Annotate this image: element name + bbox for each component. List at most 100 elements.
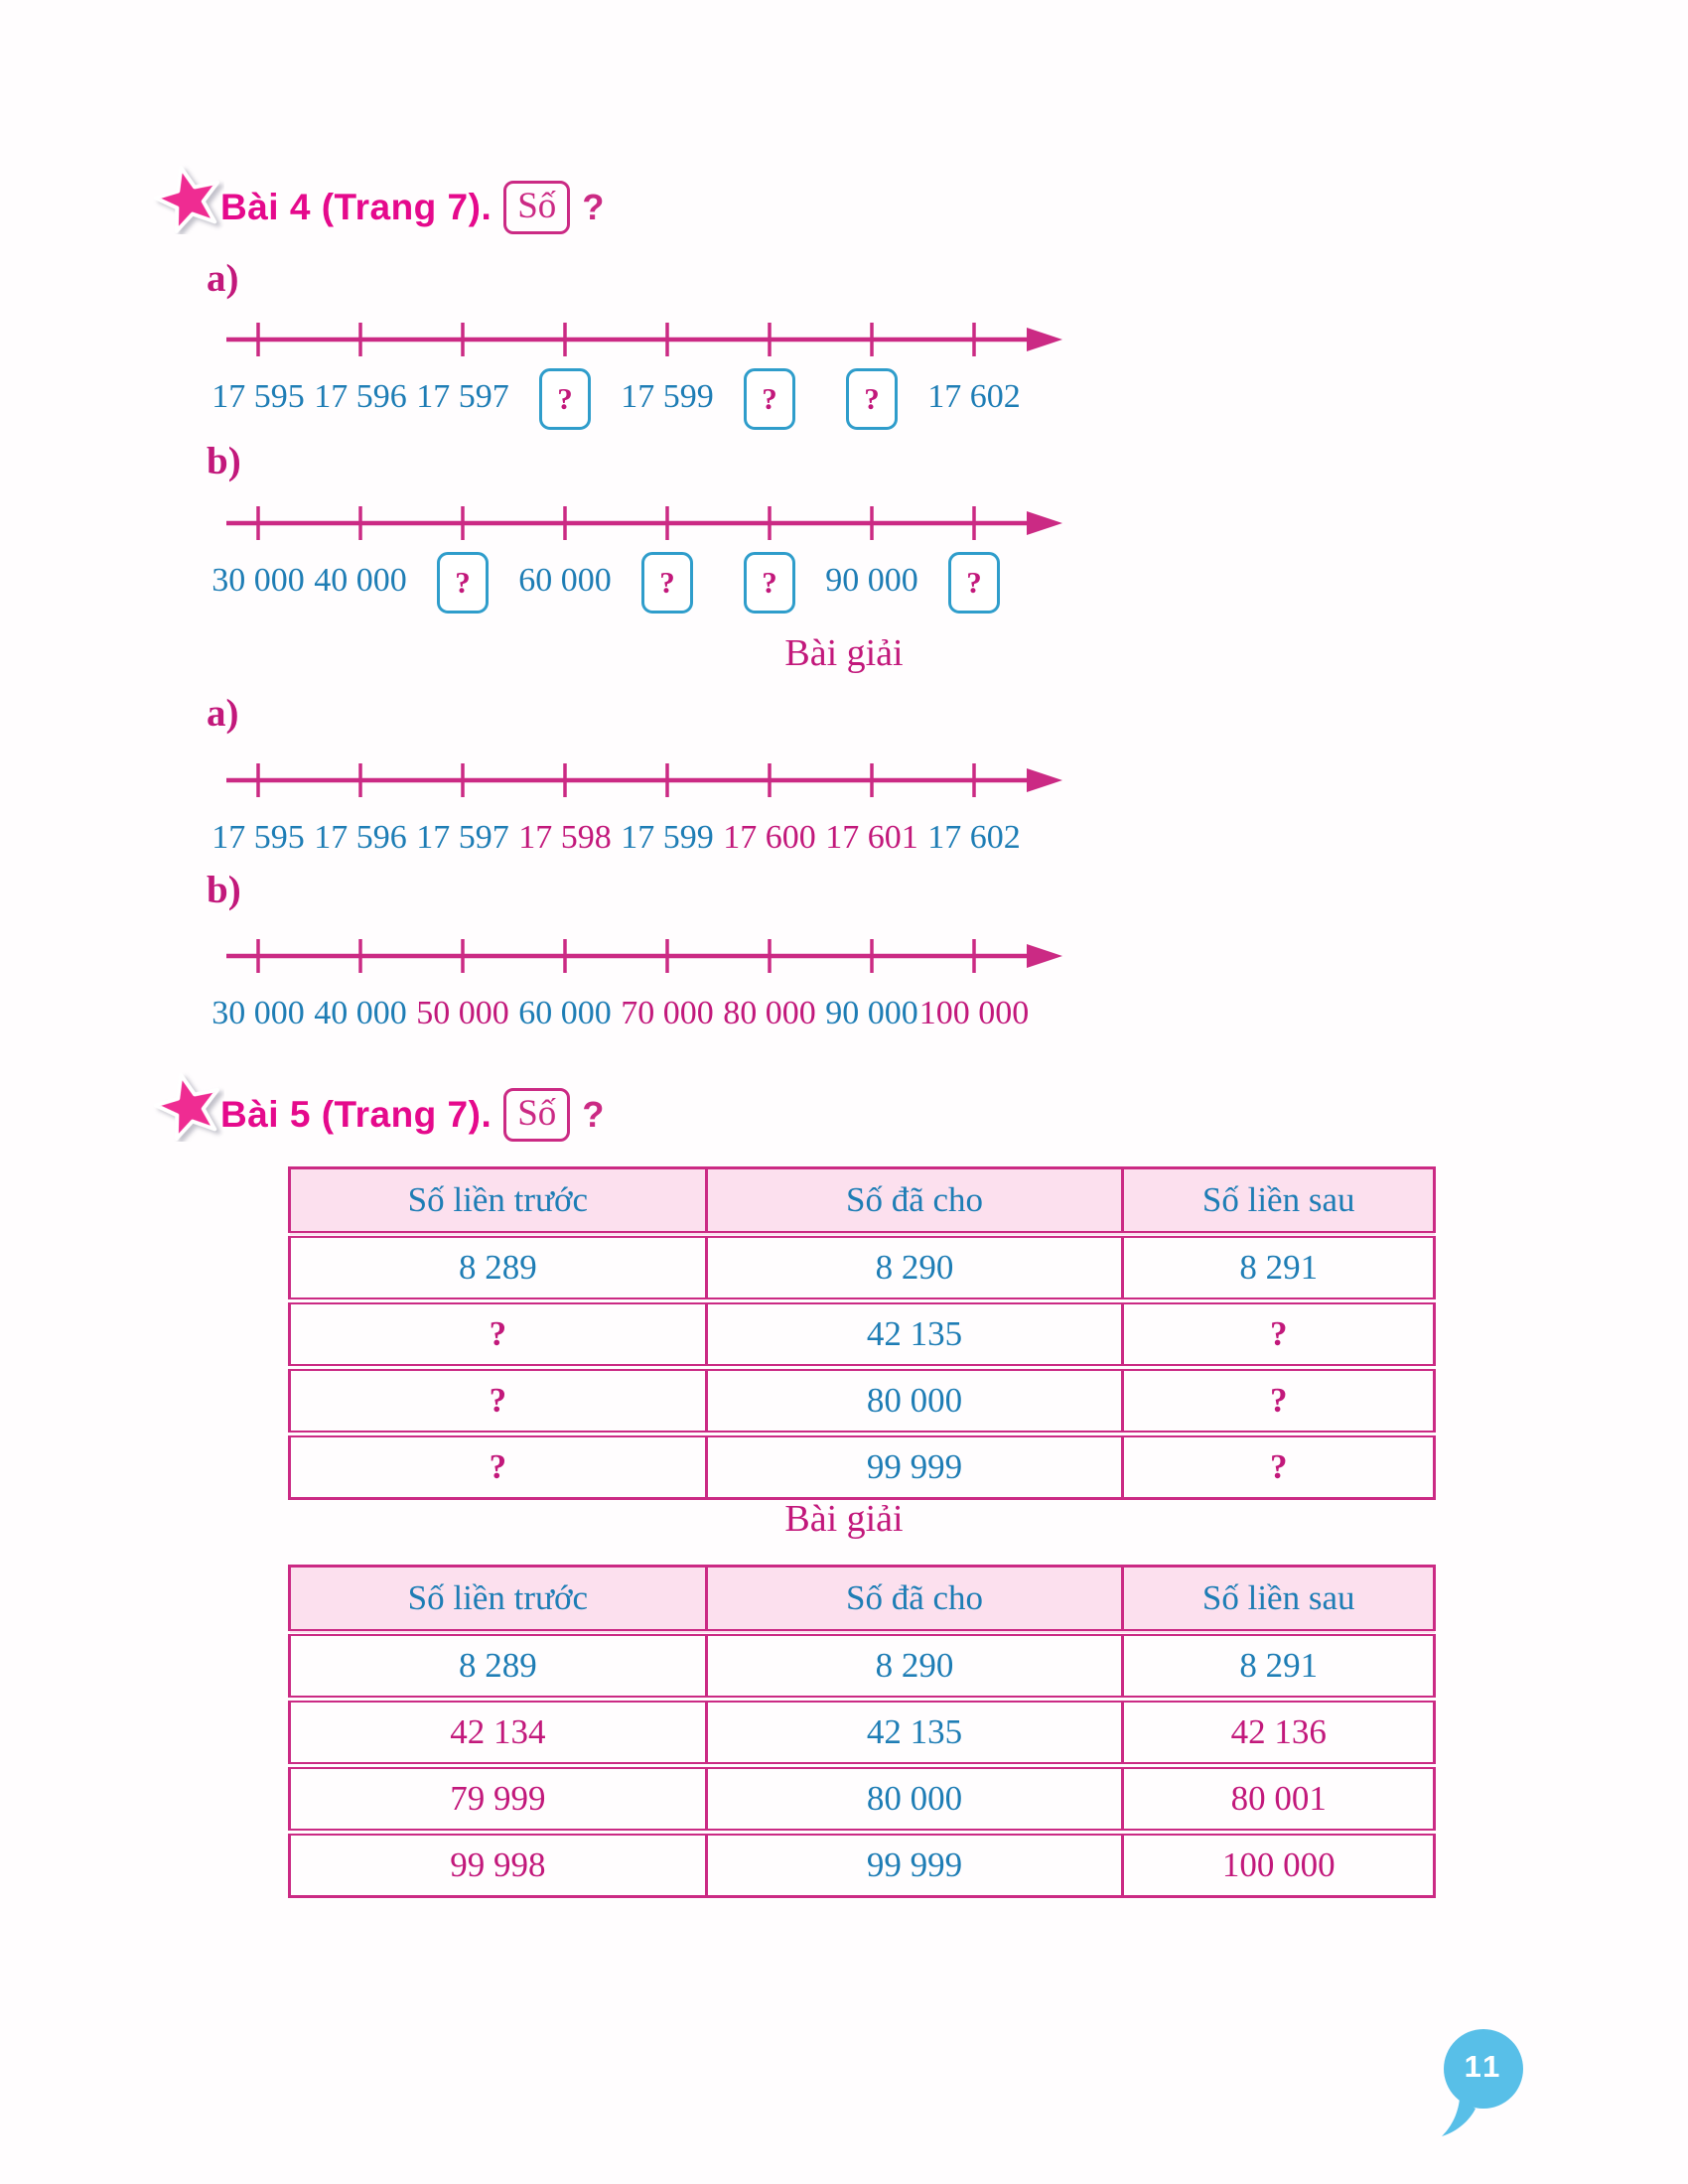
table-row: ? 80 000? xyxy=(288,1364,1436,1434)
solution-heading: Bài giải xyxy=(784,1498,904,1540)
table-cell: ? xyxy=(288,1297,708,1368)
table-header-cell: Số liền sau xyxy=(1121,1167,1436,1238)
page-number: 11 xyxy=(1464,2049,1503,2084)
table-cell: 8 290 xyxy=(704,1632,1125,1700)
table-row: ? 99 999? xyxy=(288,1431,1436,1499)
table-cell: 80 000 xyxy=(704,1762,1125,1833)
table-row: ? 42 135? xyxy=(288,1297,1436,1368)
answer-number-label: 17 601 xyxy=(825,819,918,856)
table-row: 8 289 8 290 8 291 xyxy=(288,1632,1436,1700)
table-row: 8 289 8 290 8 291 xyxy=(288,1234,1436,1301)
table-cell: ? xyxy=(288,1364,708,1434)
number-label: 17 597 xyxy=(416,819,509,856)
number-label: 90 000 xyxy=(825,562,918,599)
table-row: 42 134 42 135 42 136 xyxy=(288,1696,1436,1766)
missing-number-box: ? xyxy=(948,552,1000,614)
table-cell: 8 291 xyxy=(1121,1234,1436,1301)
table-cell: ? xyxy=(288,1431,708,1499)
answer-number-label: 17 600 xyxy=(723,819,816,856)
exercise-4-title-row: Bài 4 (Trang 7). Số ? xyxy=(220,181,604,234)
number-table: Số liền trước Số đã cho Số liền sau 8 289 8 … xyxy=(288,1565,1436,1898)
table-header-cell: Số đã cho xyxy=(704,1566,1125,1636)
exercise-5-solution-table: Số liền trước Số đã cho Số liền sau 8 289 8 … xyxy=(288,1565,1436,1898)
missing-number-box: ? xyxy=(846,368,898,430)
question-mark: ? xyxy=(864,381,880,416)
numberline-b-solution: 30 000 40 000 50 000 60 000 70 000 80 000 90 0… xyxy=(211,934,1080,1050)
table-cell: 99 999 xyxy=(704,1829,1125,1897)
exercise-5-problem-table: Số liền trước Số đã cho Số liền sau 8 289 8 … xyxy=(288,1166,1436,1500)
part-label-b: b) xyxy=(207,440,241,482)
question-mark: ? xyxy=(659,565,675,600)
table-cell: 42 135 xyxy=(704,1297,1125,1368)
number-label: 40 000 xyxy=(314,995,407,1031)
table-cell: ? xyxy=(1121,1364,1436,1434)
number-label: 60 000 xyxy=(518,562,612,599)
table-cell: 99 999 xyxy=(704,1431,1125,1499)
table-cell: 42 134 xyxy=(288,1696,708,1766)
speech-bubble-icon xyxy=(1442,2029,1523,2136)
table-cell: 8 289 xyxy=(288,1632,708,1700)
table-cell: 80 000 xyxy=(704,1364,1125,1434)
missing-number-box: ? xyxy=(744,552,795,614)
table-row: 99 998 99 999 100 000 xyxy=(288,1829,1436,1897)
table-cell: ? xyxy=(1121,1431,1436,1499)
table-header-cell: Số liền trước xyxy=(288,1167,708,1238)
table-cell: ? xyxy=(1121,1297,1436,1368)
table-header-cell: Số liền sau xyxy=(1121,1566,1436,1636)
question-mark: ? xyxy=(557,381,573,416)
number-label: 30 000 xyxy=(211,995,305,1031)
question-mark: ? xyxy=(762,565,777,600)
answer-number-label: 50 000 xyxy=(416,995,509,1031)
number-line-axis xyxy=(226,763,1062,797)
solution-part-label-a: a) xyxy=(207,692,239,735)
number-label: 60 000 xyxy=(518,995,612,1031)
star-icon xyxy=(153,163,224,234)
missing-number-box: ? xyxy=(437,552,489,614)
number-label: 17 597 xyxy=(416,378,509,415)
number-line-axis xyxy=(226,939,1062,973)
number-label: 30 000 xyxy=(211,562,305,599)
number-label: 17 595 xyxy=(211,378,305,415)
table-row: 79 999 80 000 80 001 xyxy=(288,1762,1436,1833)
title-question-mark: ? xyxy=(582,187,605,227)
table-cell: 80 001 xyxy=(1121,1762,1436,1833)
table-header-cell: Số liền trước xyxy=(288,1566,708,1636)
answer-number-label: 70 000 xyxy=(621,995,714,1031)
numberline-a-problem: 17 595 17 596 17 597? 17 599?? 17 602 xyxy=(211,318,1080,434)
solution-part-label-b: b) xyxy=(207,869,241,911)
table-cell: 42 136 xyxy=(1121,1696,1436,1766)
table-cell: 79 999 xyxy=(288,1762,708,1833)
table-header-cell: Số đã cho xyxy=(704,1167,1125,1238)
page-number-bubble: 11 xyxy=(1438,2025,1529,2138)
exercise-title: Bài 4 (Trang 7). xyxy=(220,187,492,227)
number-label: 17 599 xyxy=(621,819,714,856)
table-cell: 100 000 xyxy=(1121,1829,1436,1897)
missing-number-box: ? xyxy=(539,368,591,430)
question-mark: ? xyxy=(762,381,777,416)
answer-number-label: 17 598 xyxy=(518,819,612,856)
table-header-row: Số liền trước Số đã cho Số liền sau xyxy=(288,1167,1436,1238)
solution-heading: Bài giải xyxy=(784,632,904,674)
number-line-axis xyxy=(226,506,1062,540)
exercise-5-title-row: Bài 5 (Trang 7). Số ? xyxy=(220,1088,604,1142)
number-label: 17 595 xyxy=(211,819,305,856)
number-line-labels: 30 000 40 000? 60 000?? 90 000? xyxy=(211,552,1080,617)
number-line-labels: 17 595 17 596 17 597 17 598 17 599 17 600 17 6… xyxy=(211,809,1080,875)
number-line-axis xyxy=(226,323,1062,356)
so-box: Số xyxy=(503,181,571,234)
part-label-a: a) xyxy=(207,257,239,300)
answer-number-label: 100 000 xyxy=(918,995,1030,1031)
table-cell: 8 290 xyxy=(704,1234,1125,1301)
number-label: 17 596 xyxy=(314,819,407,856)
number-line-labels: 17 595 17 596 17 597? 17 599?? 17 602 xyxy=(211,368,1080,434)
missing-number-box: ? xyxy=(641,552,693,614)
answer-number-label: 80 000 xyxy=(723,995,816,1031)
table-cell: 8 291 xyxy=(1121,1632,1436,1700)
missing-number-box: ? xyxy=(744,368,795,430)
number-label: 17 602 xyxy=(927,819,1021,856)
number-line-labels: 30 000 40 000 50 000 60 000 70 000 80 000 90 0… xyxy=(211,985,1080,1050)
star-icon xyxy=(153,1070,224,1142)
table-cell: 8 289 xyxy=(288,1234,708,1301)
number-label: 90 000 xyxy=(825,995,918,1031)
